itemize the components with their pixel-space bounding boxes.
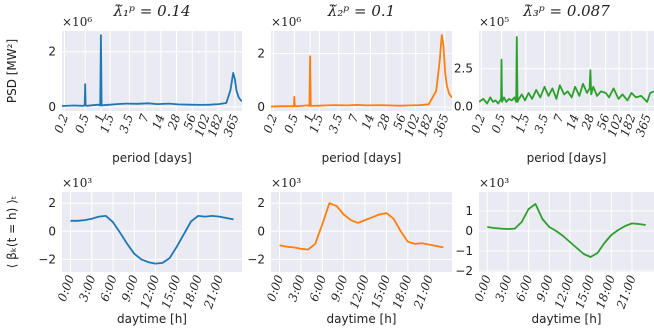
y-tick-label: 0 <box>257 100 265 114</box>
x-tick-label: 6:00 <box>513 273 535 303</box>
y-axis-label: ⟨ βₖ(t = h) ⟩ₜ <box>5 196 19 269</box>
y-tick-label: 1 <box>465 204 473 218</box>
series-line <box>271 34 452 108</box>
x-tick-label: 3:00 <box>76 273 98 303</box>
x-tick-label: 3:00 <box>285 273 307 303</box>
y-tick-label: 0 <box>48 224 56 238</box>
x-tick-label: 3.5 <box>116 112 136 135</box>
chart-panel-4: −2020:003:006:009:0012:0015:0018:0021:00… <box>5 176 242 326</box>
x-axis-label: daytime [h] <box>117 312 187 326</box>
chart-panel-6: −2−1010:003:006:009:0012:0015:0018:0021:… <box>455 176 654 326</box>
x-tick-label: 0:00 <box>472 273 494 303</box>
chart-title: λ̃₃ᵖ = 0.087 <box>522 2 610 20</box>
chart-panel-1: 020.2 0.5 11.5 3.5 7142856102182365×10⁶λ̃₁ᵖ … <box>5 2 242 165</box>
y-tick-label: 0 <box>48 100 56 114</box>
x-tick-label: 1.5 <box>97 112 117 135</box>
x-tick-label: 21:00 <box>411 273 436 312</box>
x-tick-label: 56 <box>594 112 613 131</box>
y-tick-label: 2 <box>257 196 265 210</box>
x-tick-label: 9:00 <box>534 273 556 303</box>
axis-multiplier: ×10⁵ <box>479 15 509 29</box>
y-tick-label: −2 <box>247 252 265 266</box>
x-tick-label: 6:00 <box>307 273 329 303</box>
x-tick-label: 0:00 <box>55 273 77 303</box>
x-tick-label: 0:00 <box>264 273 286 303</box>
x-axis-label: period [days] <box>112 151 192 165</box>
x-axis-label: daytime [h] <box>327 312 397 326</box>
y-tick-label: −2 <box>455 264 473 278</box>
x-tick-label: 9:00 <box>119 273 141 303</box>
axis-multiplier: ×10³ <box>62 176 92 190</box>
y-tick-label: 0 <box>465 224 473 238</box>
plot-area <box>62 31 242 111</box>
x-tick-label: 28 <box>374 112 393 132</box>
x-axis-label: period [days] <box>527 151 607 165</box>
chart-panel-3: 0.02.50.2 0.5 11.5 3.5 7142856102182365×10⁵λ… <box>454 2 654 165</box>
chart-title: λ̃₂ᵖ = 0.1 <box>327 2 395 20</box>
x-tick-label: 1 <box>301 112 317 124</box>
x-tick-label: 365 <box>221 112 242 138</box>
axis-multiplier: ×10³ <box>271 176 301 190</box>
x-tick-label: 1.5 <box>513 112 533 135</box>
axis-multiplier: ×10³ <box>479 176 509 190</box>
x-axis-label: period [days] <box>322 151 402 165</box>
plot-area <box>62 192 242 272</box>
x-axis-label: daytime [h] <box>532 312 602 326</box>
y-tick-label: 2 <box>48 45 56 59</box>
series-line <box>62 34 242 107</box>
y-tick-label: 0 <box>257 224 265 238</box>
x-tick-label: 0.5 <box>281 112 301 135</box>
plot-area <box>271 192 452 272</box>
y-tick-label: −2 <box>38 252 56 266</box>
x-tick-label: 56 <box>181 112 200 131</box>
series-line <box>70 215 234 265</box>
x-tick-label: 9:00 <box>328 273 350 303</box>
y-axis-label: PSD [MW²] <box>5 39 19 103</box>
y-tick-label: −1 <box>455 244 473 258</box>
x-tick-label: 0.5 <box>72 112 92 135</box>
x-tick-label: 3.5 <box>532 112 552 135</box>
x-tick-label: 7 <box>346 112 362 124</box>
x-tick-label: 7 <box>136 112 152 124</box>
y-tick-label: 2 <box>257 47 265 61</box>
series-line <box>487 203 646 258</box>
x-tick-label: 0.5 <box>489 112 509 135</box>
plot-area <box>271 31 452 111</box>
x-tick-label: 6:00 <box>97 273 119 303</box>
series-line <box>279 202 444 251</box>
x-tick-label: 14 <box>149 112 167 131</box>
x-tick-label: 28 <box>578 112 597 132</box>
y-tick-label: 2 <box>48 196 56 210</box>
x-tick-label: 56 <box>390 112 409 131</box>
x-tick-label: 1 <box>92 112 108 124</box>
series-line <box>479 36 654 105</box>
y-tick-label: 0.0 <box>454 99 473 113</box>
x-tick-label: 0.2 <box>52 112 72 135</box>
x-tick-label: 0.2 <box>261 112 281 135</box>
x-tick-label: 1 <box>508 112 524 124</box>
x-tick-label: 28 <box>165 112 184 132</box>
chart-title: λ̃₁ᵖ = 0.14 <box>112 2 190 20</box>
y-tick-label: 2.5 <box>454 62 473 76</box>
x-tick-label: 0.2 <box>468 112 488 135</box>
axis-multiplier: ×10⁶ <box>62 15 92 29</box>
x-tick-label: 365 <box>431 112 452 138</box>
plot-area <box>479 192 654 272</box>
x-tick-label: 14 <box>359 112 377 131</box>
x-tick-label: 3:00 <box>492 273 514 303</box>
axis-multiplier: ×10⁶ <box>271 15 301 29</box>
x-tick-label: 1.5 <box>307 112 327 135</box>
chart-panel-2: 020.2 0.5 11.5 3.5 7142856102182365×10⁶λ̃₂ᵖ … <box>257 2 452 165</box>
x-tick-label: 3.5 <box>326 112 346 135</box>
x-tick-label: 14 <box>564 112 582 131</box>
